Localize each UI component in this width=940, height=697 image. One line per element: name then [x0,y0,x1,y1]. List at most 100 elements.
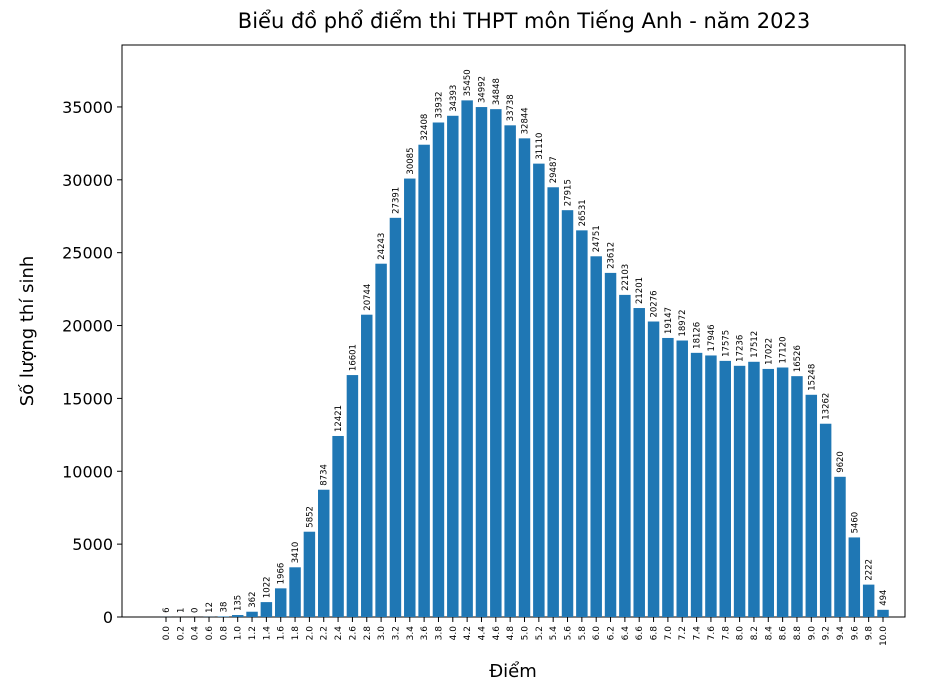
x-tick-label: 8.8 [793,626,803,641]
value-label: 32844 [521,107,531,134]
x-tick-label: 1.2 [248,626,258,640]
x-tick-label: 7.4 [693,626,703,641]
x-tick-label: 9.6 [850,626,860,641]
x-tick-label: 5.8 [578,626,588,641]
value-label: 22103 [621,264,631,291]
bar [604,272,617,617]
value-label: 17236 [736,335,746,362]
bar [447,115,459,618]
x-tick-label: 8.4 [764,626,774,641]
x-tick-label: 0.0 [162,626,172,641]
value-label: 16601 [348,344,358,371]
x-tick-label: 7.0 [664,626,674,641]
bar [705,355,717,617]
x-tick-label: 9.4 [836,626,846,641]
value-label: 5852 [305,506,315,528]
chart-title: Biểu đồ phổ điểm thi THPT môn Tiếng Anh … [238,9,810,33]
x-tick-label: 0.4 [191,626,201,641]
y-tick-label: 35000 [62,98,113,117]
value-label: 18126 [693,322,703,349]
value-label: 6 [162,607,172,612]
bar [633,308,645,617]
bar [231,615,244,617]
y-tick-label: 25000 [62,244,113,263]
value-label: 23612 [607,242,617,269]
bar [877,609,889,617]
bar [217,616,230,617]
value-label: 17512 [750,331,760,358]
value-label: 12421 [334,405,344,432]
value-label: 34992 [477,76,487,103]
bar [404,178,416,617]
value-label: 3410 [291,542,301,564]
y-tick-label: 5000 [72,535,113,554]
x-tick-label: 2.2 [320,626,330,640]
value-label: 30085 [406,148,416,175]
x-tick-label: 0.2 [176,626,186,640]
value-label: 27915 [564,179,574,206]
y-tick-label: 0 [103,608,113,627]
value-label: 0 [191,608,201,613]
x-tick-label: 3.0 [377,626,387,641]
x-tick-label: 3.4 [406,626,416,641]
x-tick-label: 0.8 [219,626,229,641]
bar [862,584,875,617]
value-label: 17946 [707,324,717,351]
value-label: 494 [879,590,889,606]
x-tick-label: 7.8 [721,626,731,641]
value-label: 24243 [377,233,387,260]
x-tick-label: 4.2 [463,626,473,640]
x-tick-label: 5.4 [549,626,559,641]
x-tick-label: 1.4 [262,626,272,641]
bar [346,375,359,617]
bar [834,476,846,617]
x-tick-label: 8.0 [736,626,746,641]
value-label: 31110 [535,133,545,160]
y-tick-label: 10000 [62,462,113,481]
value-label: 38 [219,602,229,613]
bar [375,263,387,617]
value-label: 13262 [822,393,832,420]
value-label: 20276 [650,290,660,317]
x-tick-label: 2.0 [305,626,315,641]
bar [461,100,473,617]
x-tick-label: 7.2 [678,626,688,640]
bar [547,187,559,617]
y-axis-label: Số lượng thí sinh [17,256,38,407]
bar [274,588,287,617]
value-label: 19147 [664,307,674,334]
bar [748,361,760,617]
x-tick-label: 6.0 [592,626,602,641]
bar [762,368,775,617]
value-label: 29487 [549,156,559,183]
x-tick-label: 5.2 [535,626,545,640]
bar [776,367,789,617]
bar [432,122,445,617]
x-tick-label: 6.6 [635,626,645,641]
bar [303,531,316,617]
bar [576,230,588,617]
bar [561,210,574,617]
x-tick-label: 1.0 [234,626,244,641]
bar [819,423,832,617]
x-tick-label: 2.8 [363,626,373,641]
bar [647,321,660,617]
value-label: 9620 [836,451,846,473]
y-tick-label: 20000 [62,317,113,336]
x-tick-label: 6.8 [650,626,660,641]
value-label: 27391 [391,187,401,214]
bar [490,109,502,618]
x-tick-label: 8.6 [779,626,789,641]
x-tick-label: 0.6 [205,626,215,641]
bar [361,314,373,617]
x-tick-label: 1.8 [291,626,301,641]
bar [418,144,430,618]
bar [504,125,516,617]
value-label: 12 [205,602,215,613]
x-tick-label: 9.8 [865,626,875,641]
value-label: 17022 [764,338,774,365]
value-label: 24751 [592,225,602,252]
value-label: 1 [176,608,186,613]
bar [805,394,818,617]
bar [318,489,330,617]
